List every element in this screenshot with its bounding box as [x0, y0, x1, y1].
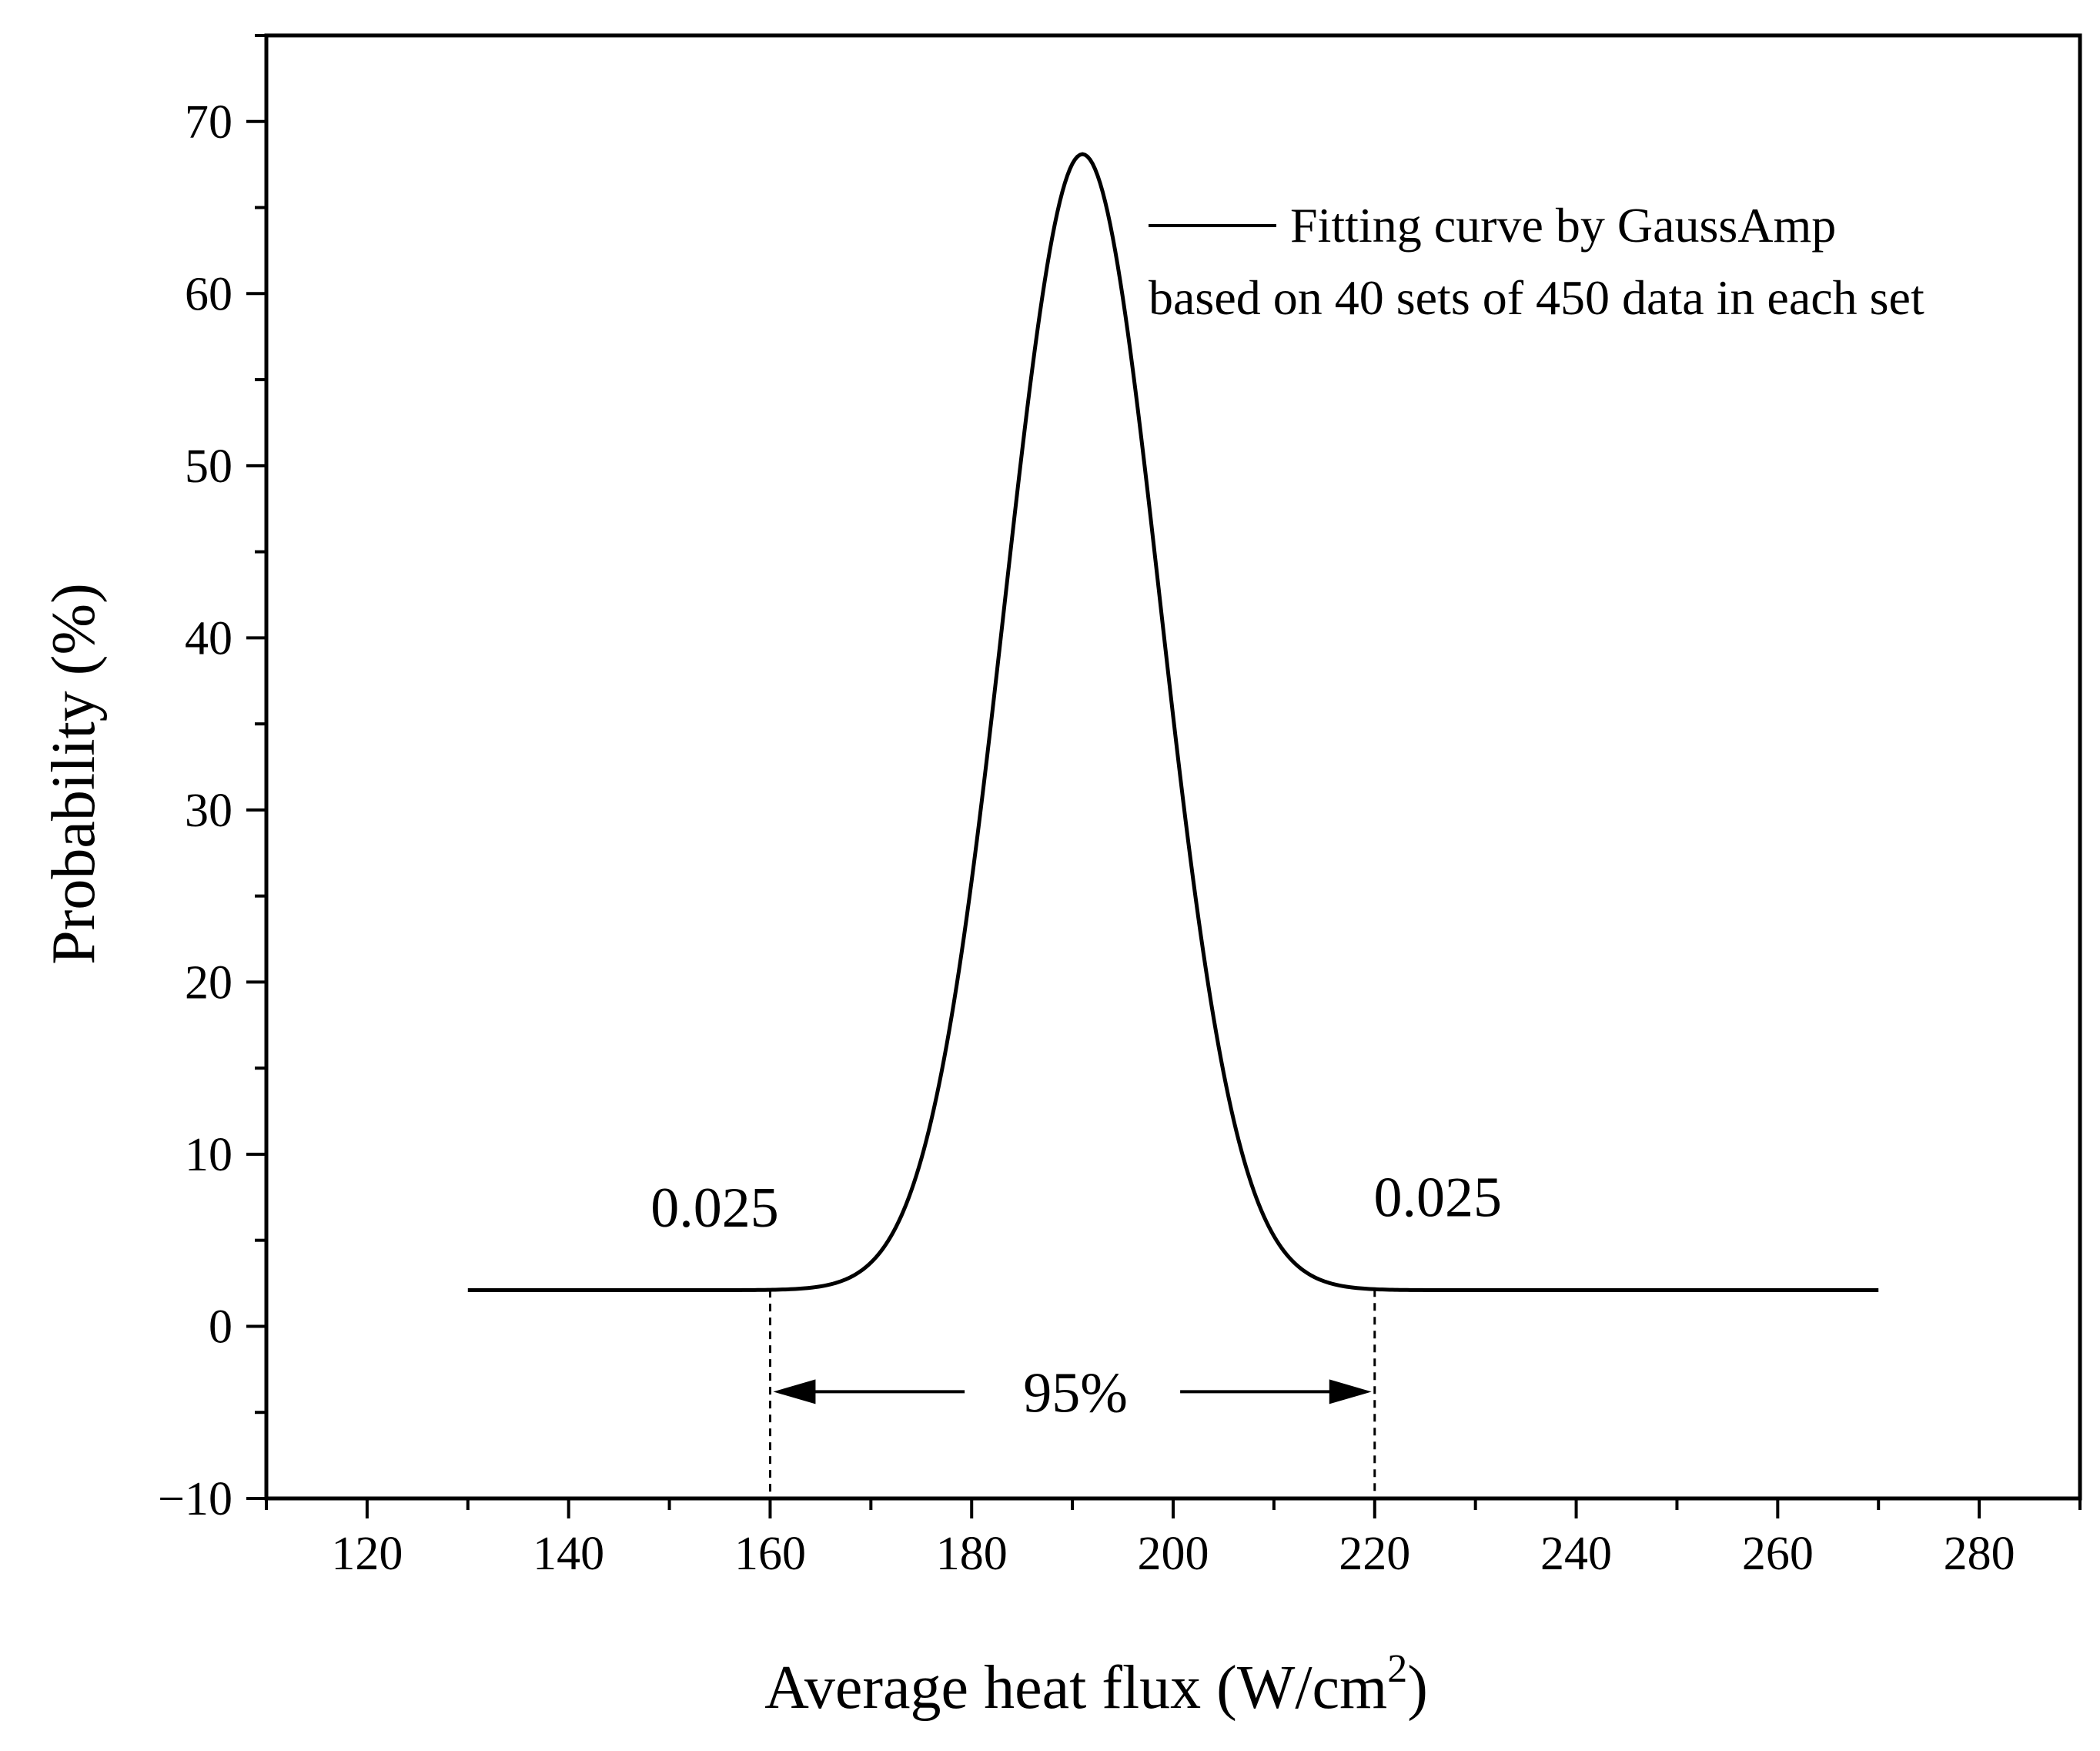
interval-arrow-left-head	[773, 1379, 816, 1404]
x-axis-tick-labels: 120 140 160 180 200 220 240 260 280	[331, 1528, 2015, 1580]
y-tick-label: −10	[158, 1473, 232, 1525]
y-tick-label: 40	[185, 612, 232, 665]
plot-frame	[264, 33, 2082, 1501]
interval-arrow-right-head	[1329, 1379, 1372, 1404]
x-axis-title: Average heat flux (W/cm2)	[764, 1647, 1428, 1722]
x-tick-label: 220	[1339, 1528, 1410, 1580]
x-tick-label: 140	[533, 1528, 604, 1580]
x-tick-label: 200	[1138, 1528, 1209, 1580]
y-tick-label: 70	[185, 96, 232, 149]
y-axis-ticks	[246, 34, 266, 1500]
x-tick-label: 240	[1540, 1528, 1612, 1580]
y-axis-title: Probability (%)	[40, 583, 108, 964]
x-tick-label: 120	[331, 1528, 403, 1580]
interval-label: 95%	[1023, 1361, 1128, 1425]
y-tick-label: 20	[185, 956, 232, 1009]
y-tick-label: 0	[209, 1301, 232, 1353]
right-tail-label: 0.025	[1374, 1166, 1503, 1229]
x-tick-label: 160	[734, 1528, 806, 1580]
legend-label-line2: based on 40 sets of 450 data in each set	[1149, 270, 1924, 325]
legend: Fitting curve by GaussAmp based on 40 se…	[1149, 198, 1924, 325]
y-tick-label: 10	[185, 1129, 232, 1181]
y-axis-tick-labels: −10 0 10 20 30 40 50 60 70	[158, 96, 232, 1525]
y-tick-label: 60	[185, 268, 232, 320]
x-tick-label: 280	[1944, 1528, 2015, 1580]
x-tick-label: 180	[936, 1528, 1008, 1580]
y-tick-label: 50	[185, 440, 232, 493]
gaussamp-fit-curve	[467, 152, 1879, 1293]
y-tick-label: 30	[185, 785, 232, 837]
x-axis-title-superscript: 2	[1387, 1647, 1407, 1691]
left-tail-label: 0.025	[650, 1177, 779, 1240]
legend-label-line1: Fitting curve by GaussAmp	[1290, 198, 1836, 253]
x-tick-label: 260	[1742, 1528, 1814, 1580]
x-axis-title-main: Average heat flux (W/cm	[764, 1654, 1387, 1722]
x-axis-title-close: )	[1407, 1654, 1428, 1722]
x-axis-ticks	[265, 1498, 2082, 1518]
